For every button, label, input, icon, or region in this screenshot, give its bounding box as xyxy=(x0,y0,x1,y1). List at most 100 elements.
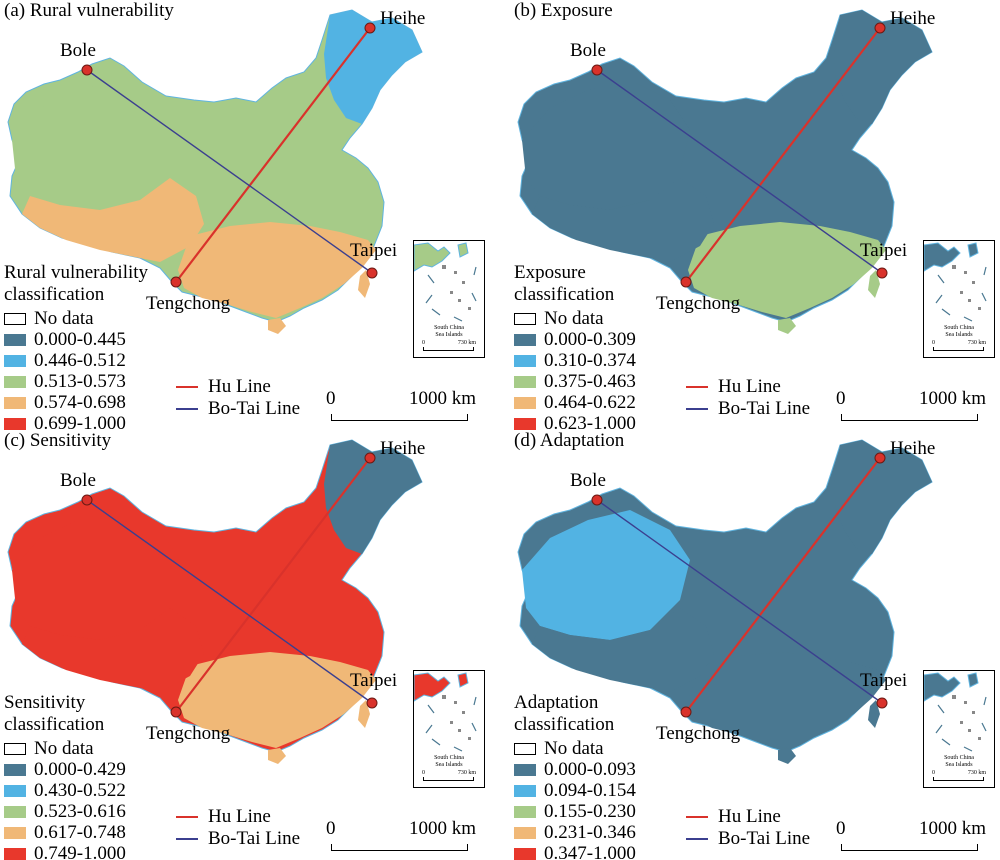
legend-item-class-3: 0.375-0.463 xyxy=(514,371,636,392)
city-label-tengchong: Tengchong xyxy=(146,723,231,744)
heihe-marker xyxy=(364,452,376,464)
scale-zero: 0 xyxy=(326,818,336,839)
legend-item-bo-tai-line: Bo-Tai Line xyxy=(176,828,300,850)
line-legend: Hu Line Bo-Tai Line xyxy=(686,376,810,420)
legend-item-bo-tai-line: Bo-Tai Line xyxy=(686,828,810,850)
legend-label: Hu Line xyxy=(208,376,271,397)
taipei-marker xyxy=(366,697,378,709)
china-map xyxy=(7,439,423,764)
inset-boundary-dash xyxy=(425,696,477,752)
south-china-sea-inset: South China Sea Islands 0 730 km xyxy=(413,240,485,358)
map-panel-exposure: (b) Exposure Heihe Bole Taipei Tengchong… xyxy=(510,0,1000,430)
legend-label: 0.523-0.616 xyxy=(34,800,126,822)
taiwan-island xyxy=(358,270,370,298)
china-map xyxy=(517,9,933,334)
inset-caption-line2: Sea Islands xyxy=(945,332,973,338)
inset-scale-line xyxy=(423,347,474,351)
legend-label: 0.446-0.512 xyxy=(34,349,126,371)
inset-island xyxy=(952,265,956,269)
legend-swatch xyxy=(514,375,536,388)
city-label-taipei: Taipei xyxy=(860,240,908,261)
city-label-taipei: Taipei xyxy=(860,670,908,691)
city-label-bole: Bole xyxy=(60,470,96,491)
legend-item-bo-tai-line: Bo-Tai Line xyxy=(176,398,300,420)
bole-marker xyxy=(591,64,603,76)
city-label-tengchong: Tengchong xyxy=(656,293,741,314)
legend-label: 0.699-1.000 xyxy=(34,412,126,431)
inset-caption: South China Sea Islands xyxy=(414,325,484,339)
inset-island xyxy=(468,307,471,310)
scale-bar: 0 1000 km xyxy=(836,388,986,424)
china-map xyxy=(517,439,933,764)
legend-item-hu-line: Hu Line xyxy=(686,376,810,398)
inset-scale-zero: 0 xyxy=(932,340,935,346)
bo-tai-line xyxy=(596,499,883,704)
city-label-heihe: Heihe xyxy=(890,8,936,29)
inset-caption-line2: Sea Islands xyxy=(435,332,463,338)
inset-map xyxy=(924,242,987,322)
inset-scale-end: 730 km xyxy=(457,770,476,776)
inset-caption-line1: South China xyxy=(434,325,464,331)
inset-island xyxy=(457,242,469,258)
legend-label: 0.464-0.622 xyxy=(544,391,636,413)
legend-swatch xyxy=(514,396,536,409)
scale-zero: 0 xyxy=(836,388,846,409)
legend-item-class-5: 0.699-1.000 xyxy=(4,413,148,430)
bole-marker xyxy=(591,494,603,506)
inset-island xyxy=(458,299,461,302)
scale-zero: 0 xyxy=(836,818,846,839)
taiwan-island xyxy=(868,270,880,298)
inset-scale-zero: 0 xyxy=(422,340,425,346)
hu-line xyxy=(685,27,881,283)
inset-island xyxy=(964,701,967,704)
heihe-marker xyxy=(874,452,886,464)
legend-item-no-data: No data xyxy=(4,738,126,759)
city-label-tengchong: Tengchong xyxy=(146,293,231,314)
legend-item-bo-tai-line: Bo-Tai Line xyxy=(686,398,810,420)
inset-island xyxy=(442,265,446,269)
legend-swatch xyxy=(4,417,26,430)
legend-title-line1: Exposure xyxy=(514,262,586,283)
northeast-region xyxy=(324,440,422,554)
city-label-bole: Bole xyxy=(570,470,606,491)
inset-caption-line1: South China xyxy=(944,755,974,761)
inset-caption-line1: South China xyxy=(944,325,974,331)
tengchong-marker xyxy=(680,276,692,288)
inset-boundary-dash xyxy=(935,266,987,322)
inset-island xyxy=(978,307,981,310)
legend-swatch xyxy=(4,826,26,839)
legend-label: 0.513-0.573 xyxy=(34,370,126,392)
inset-caption: South China Sea Islands xyxy=(924,325,994,339)
legend-label: 0.617-0.748 xyxy=(34,821,126,843)
inset-boundary-dash xyxy=(425,266,477,322)
southern-region xyxy=(688,652,886,748)
hainan-island xyxy=(778,748,796,764)
legend-swatch xyxy=(514,805,536,818)
legend-title-line2: classification xyxy=(514,284,615,305)
legend-label: 0.430-0.522 xyxy=(34,779,126,801)
inset-island xyxy=(952,695,956,699)
legend-item-class-1: 0.000-0.093 xyxy=(514,759,636,780)
taipei-marker xyxy=(366,267,378,279)
legend-title-line2: classification xyxy=(4,284,105,305)
inset-scale-end: 730 km xyxy=(457,340,476,346)
legend-label: 0.000-0.445 xyxy=(34,328,126,350)
inset-island xyxy=(967,242,979,258)
scale-end: 1000 km xyxy=(918,818,986,839)
northwest-region xyxy=(12,510,180,640)
tengchong-marker xyxy=(170,276,182,288)
inset-island xyxy=(454,701,457,704)
northwest-region xyxy=(522,80,690,210)
legend-label: No data xyxy=(34,307,94,329)
hainan-island xyxy=(268,318,286,334)
scale-line xyxy=(841,844,978,851)
legend-swatch xyxy=(514,784,536,797)
taipei-marker xyxy=(876,267,888,279)
city-label-heihe: Heihe xyxy=(890,438,936,459)
legend: Adaptation classification No data 0.000-… xyxy=(514,692,636,860)
inset-island xyxy=(450,291,453,294)
legend-title-line2: classification xyxy=(4,714,105,735)
bo-tai-line-swatch xyxy=(176,408,198,410)
city-label-bole: Bole xyxy=(570,40,606,61)
legend: Rural vulnerability classification No da… xyxy=(4,262,148,430)
